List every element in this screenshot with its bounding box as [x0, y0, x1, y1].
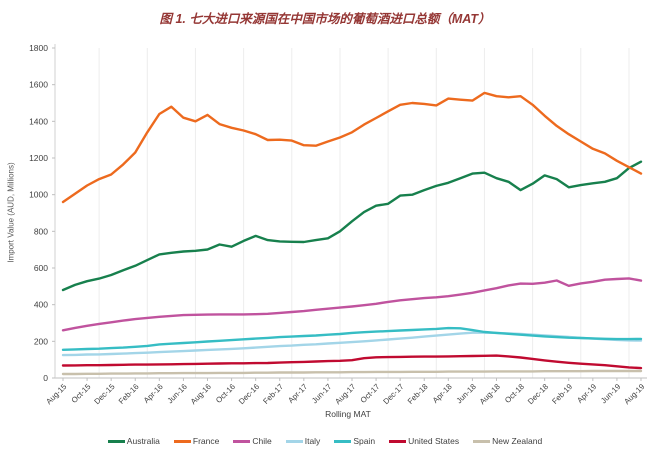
legend-item-united-states: United States: [389, 436, 459, 446]
y-tick-label: 1800: [29, 43, 48, 53]
x-tick-label: Aug-15: [44, 382, 69, 407]
y-tick-label: 800: [34, 226, 48, 236]
x-tick-label: Jun-17: [310, 382, 333, 405]
legend-label: Italy: [304, 436, 321, 446]
x-tick-label: Jun-16: [166, 382, 189, 405]
x-tick-label: Dec-15: [92, 382, 117, 407]
x-tick-label: Aug-16: [189, 382, 213, 406]
legend-swatch: [334, 439, 352, 443]
legend-swatch: [389, 439, 407, 443]
x-tick-label: Apr-16: [142, 382, 165, 405]
legend-swatch: [107, 439, 125, 443]
y-tick-label: 1000: [29, 190, 48, 200]
series-line-chile: [61, 277, 643, 332]
series-line-united-states: [61, 354, 643, 370]
y-tick-label: 600: [34, 263, 48, 273]
x-tick-label: Feb-18: [406, 382, 430, 406]
series-line-new-zealand: [61, 369, 643, 376]
y-tick-label: 0: [43, 373, 48, 383]
y-tick-label: 200: [34, 336, 48, 346]
x-tick-label: Feb-17: [261, 382, 285, 406]
legend-swatch: [473, 439, 491, 443]
legend-item-chile: Chile: [233, 436, 272, 446]
legend-item-italy: Italy: [285, 436, 321, 446]
x-tick-label: Dec-16: [237, 382, 261, 406]
legend-label: Australia: [126, 436, 160, 446]
x-tick-label: Apr-18: [431, 382, 454, 405]
x-tick-label: Oct-16: [214, 382, 237, 405]
legend-label: France: [192, 436, 220, 446]
x-tick-label: Jun-18: [455, 382, 478, 405]
legend-item-australia: Australia: [107, 436, 160, 446]
x-axis-title: Rolling MAT: [325, 409, 371, 419]
x-tick-label: Aug-17: [333, 382, 357, 406]
x-tick-label: Feb-16: [117, 382, 141, 406]
y-axis-title: Import Value (AUD, Millions): [6, 162, 16, 263]
legend-label: New Zealand: [492, 436, 543, 446]
series-line-spain: [61, 326, 643, 351]
chart-title: 图 1. 七大进口来源国在中国市场的葡萄酒进口总额（MAT）: [159, 12, 491, 26]
x-tick-label: Dec-17: [381, 382, 405, 406]
x-tick-label: Aug-18: [478, 382, 502, 406]
legend-label: Spain: [353, 436, 376, 446]
legend-swatch: [173, 439, 191, 443]
legend-item-new-zealand: New Zealand: [473, 436, 542, 446]
x-tick-label: Apr-17: [286, 382, 309, 405]
series-line-australia: [61, 160, 643, 292]
x-tick-label: Dec-18: [526, 382, 550, 406]
legend-swatch: [285, 439, 303, 443]
x-tick-label: Aug-19: [622, 382, 646, 406]
legend-item-spain: Spain: [334, 436, 375, 446]
x-tick-label: Apr-19: [575, 382, 598, 405]
y-tick-label: 1400: [29, 116, 48, 126]
x-tick-label: Oct-17: [359, 382, 382, 405]
series-line-france: [61, 91, 643, 204]
chart-legend: Australia France Chile Italy Spain United Sta…: [0, 436, 650, 446]
x-tick-label: Oct-15: [70, 382, 93, 405]
x-tick-label: Jun-19: [599, 382, 622, 405]
legend-item-france: France: [173, 436, 220, 446]
y-tick-label: 400: [34, 300, 48, 310]
legend-label: United States: [408, 436, 460, 446]
legend-label: Chile: [252, 436, 272, 446]
x-tick-label: Oct-18: [503, 382, 526, 405]
x-tick-label: Feb-19: [550, 382, 574, 406]
y-tick-label: 1200: [29, 153, 48, 163]
legend-swatch: [233, 439, 251, 443]
y-tick-label: 1600: [29, 80, 48, 90]
